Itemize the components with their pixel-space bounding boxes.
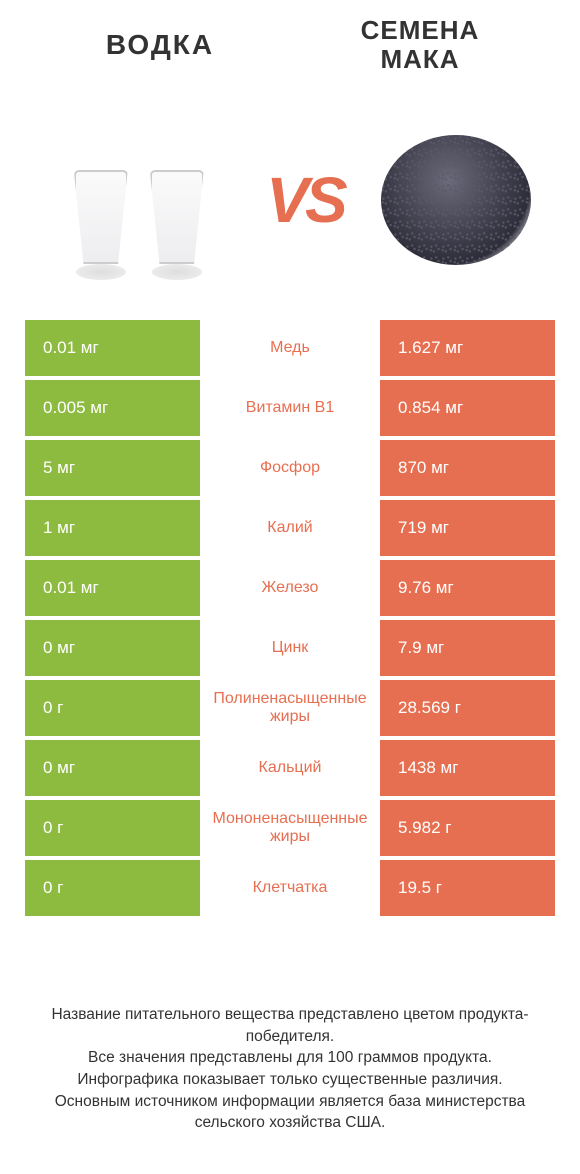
cell-right-value: 19.5 г (380, 860, 555, 916)
title-right-line1: СЕМЕНА (290, 16, 550, 45)
cell-right-value: 1438 мг (380, 740, 555, 796)
cell-right-value: 28.569 г (380, 680, 555, 736)
table-row: 0 гПолиненасыщенные жиры28.569 г (25, 680, 555, 736)
comparison-table: 0.01 мгМедь1.627 мг0.005 мгВитамин B10.8… (25, 320, 555, 916)
shot-glass-icon (142, 170, 212, 280)
cell-right-value: 7.9 мг (380, 620, 555, 676)
footer-line: Инфографика показывает только существенн… (30, 1069, 550, 1091)
cell-left-value: 0 г (25, 860, 200, 916)
header: ВОДКА СЕМЕНА МАКА (0, 0, 580, 90)
cell-right-value: 870 мг (380, 440, 555, 496)
cell-left-value: 0.005 мг (25, 380, 200, 436)
cell-left-value: 0 мг (25, 740, 200, 796)
table-row: 0.01 мгЖелезо9.76 мг (25, 560, 555, 616)
cell-nutrient-label: Медь (200, 320, 380, 376)
cell-nutrient-label: Калий (200, 500, 380, 556)
cell-left-value: 5 мг (25, 440, 200, 496)
shot-glass-icon (66, 170, 136, 280)
table-row: 0.005 мгВитамин B10.854 мг (25, 380, 555, 436)
cell-right-value: 5.982 г (380, 800, 555, 856)
vs-label: VS (266, 163, 343, 237)
cell-left-value: 0 г (25, 680, 200, 736)
images-row: VS (0, 90, 580, 310)
table-row: 0 мгЦинк7.9 мг (25, 620, 555, 676)
cell-right-value: 719 мг (380, 500, 555, 556)
product-image-left (39, 120, 239, 280)
cell-left-value: 0.01 мг (25, 320, 200, 376)
table-row: 5 мгФосфор870 мг (25, 440, 555, 496)
cell-nutrient-label: Кальций (200, 740, 380, 796)
footer-notes: Название питательного вещества представл… (30, 1004, 550, 1134)
table-row: 1 мгКалий719 мг (25, 500, 555, 556)
cell-left-value: 1 мг (25, 500, 200, 556)
cell-nutrient-label: Полиненасыщенные жиры (200, 680, 380, 736)
cell-nutrient-label: Витамин B1 (200, 380, 380, 436)
cell-right-value: 1.627 мг (380, 320, 555, 376)
cell-nutrient-label: Цинк (200, 620, 380, 676)
cell-left-value: 0 мг (25, 620, 200, 676)
product-image-right (371, 115, 541, 285)
poppy-seed-icon (381, 135, 531, 265)
cell-right-value: 0.854 мг (380, 380, 555, 436)
table-row: 0 гКлетчатка19.5 г (25, 860, 555, 916)
table-row: 0 гМононенасыщенные жиры5.982 г (25, 800, 555, 856)
cell-nutrient-label: Клетчатка (200, 860, 380, 916)
footer-line: Все значения представлены для 100 граммо… (30, 1047, 550, 1069)
table-row: 0 мгКальций1438 мг (25, 740, 555, 796)
title-left: ВОДКА (30, 29, 290, 61)
cell-nutrient-label: Фосфор (200, 440, 380, 496)
footer-line: Основным источником информации является … (30, 1091, 550, 1134)
cell-nutrient-label: Мононенасыщенные жиры (200, 800, 380, 856)
cell-left-value: 0.01 мг (25, 560, 200, 616)
table-row: 0.01 мгМедь1.627 мг (25, 320, 555, 376)
title-right: СЕМЕНА МАКА (290, 16, 550, 73)
footer-line: Название питательного вещества представл… (30, 1004, 550, 1047)
cell-nutrient-label: Железо (200, 560, 380, 616)
cell-left-value: 0 г (25, 800, 200, 856)
cell-right-value: 9.76 мг (380, 560, 555, 616)
title-right-line2: МАКА (290, 45, 550, 74)
